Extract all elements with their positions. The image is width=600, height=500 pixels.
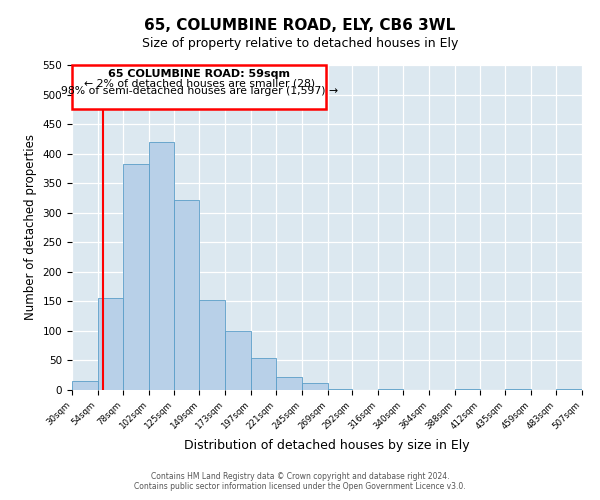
Bar (72, 381, 98, 390)
Text: ← 2% of detached houses are smaller (28): ← 2% of detached houses are smaller (28) (83, 78, 315, 88)
Text: 98% of semi-detached houses are larger (1,597) →: 98% of semi-detached houses are larger (… (61, 86, 338, 97)
Text: Contains public sector information licensed under the Open Government Licence v3: Contains public sector information licen… (134, 482, 466, 491)
Bar (302, 383, 328, 390)
Bar (225, 331, 251, 390)
Text: 65 COLUMBINE ROAD: 59sqm: 65 COLUMBINE ROAD: 59sqm (108, 69, 290, 79)
Y-axis label: Number of detached properties: Number of detached properties (24, 134, 37, 320)
Text: Size of property relative to detached houses in Ely: Size of property relative to detached ho… (142, 38, 458, 51)
Bar (98, 298, 124, 390)
Bar (378, 389, 403, 390)
Bar (328, 389, 352, 390)
Bar (149, 142, 173, 390)
X-axis label: Distribution of detached houses by size in Ely: Distribution of detached houses by size … (184, 439, 470, 452)
Bar (199, 300, 225, 390)
Bar (72, 65, 326, 108)
Bar (276, 377, 302, 390)
Text: 65, COLUMBINE ROAD, ELY, CB6 3WL: 65, COLUMBINE ROAD, ELY, CB6 3WL (145, 18, 455, 32)
Bar (173, 200, 199, 390)
Text: Contains HM Land Registry data © Crown copyright and database right 2024.: Contains HM Land Registry data © Crown c… (151, 472, 449, 481)
Bar (251, 358, 276, 390)
Bar (124, 164, 149, 390)
